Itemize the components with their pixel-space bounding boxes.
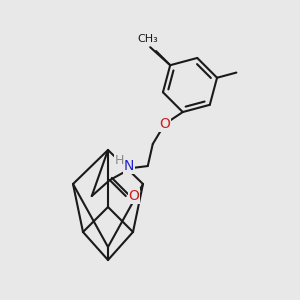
Text: O: O (159, 117, 170, 131)
Text: CH₃: CH₃ (138, 34, 159, 44)
Text: H: H (115, 154, 124, 166)
Text: N: N (124, 159, 134, 173)
Text: O: O (128, 189, 139, 203)
